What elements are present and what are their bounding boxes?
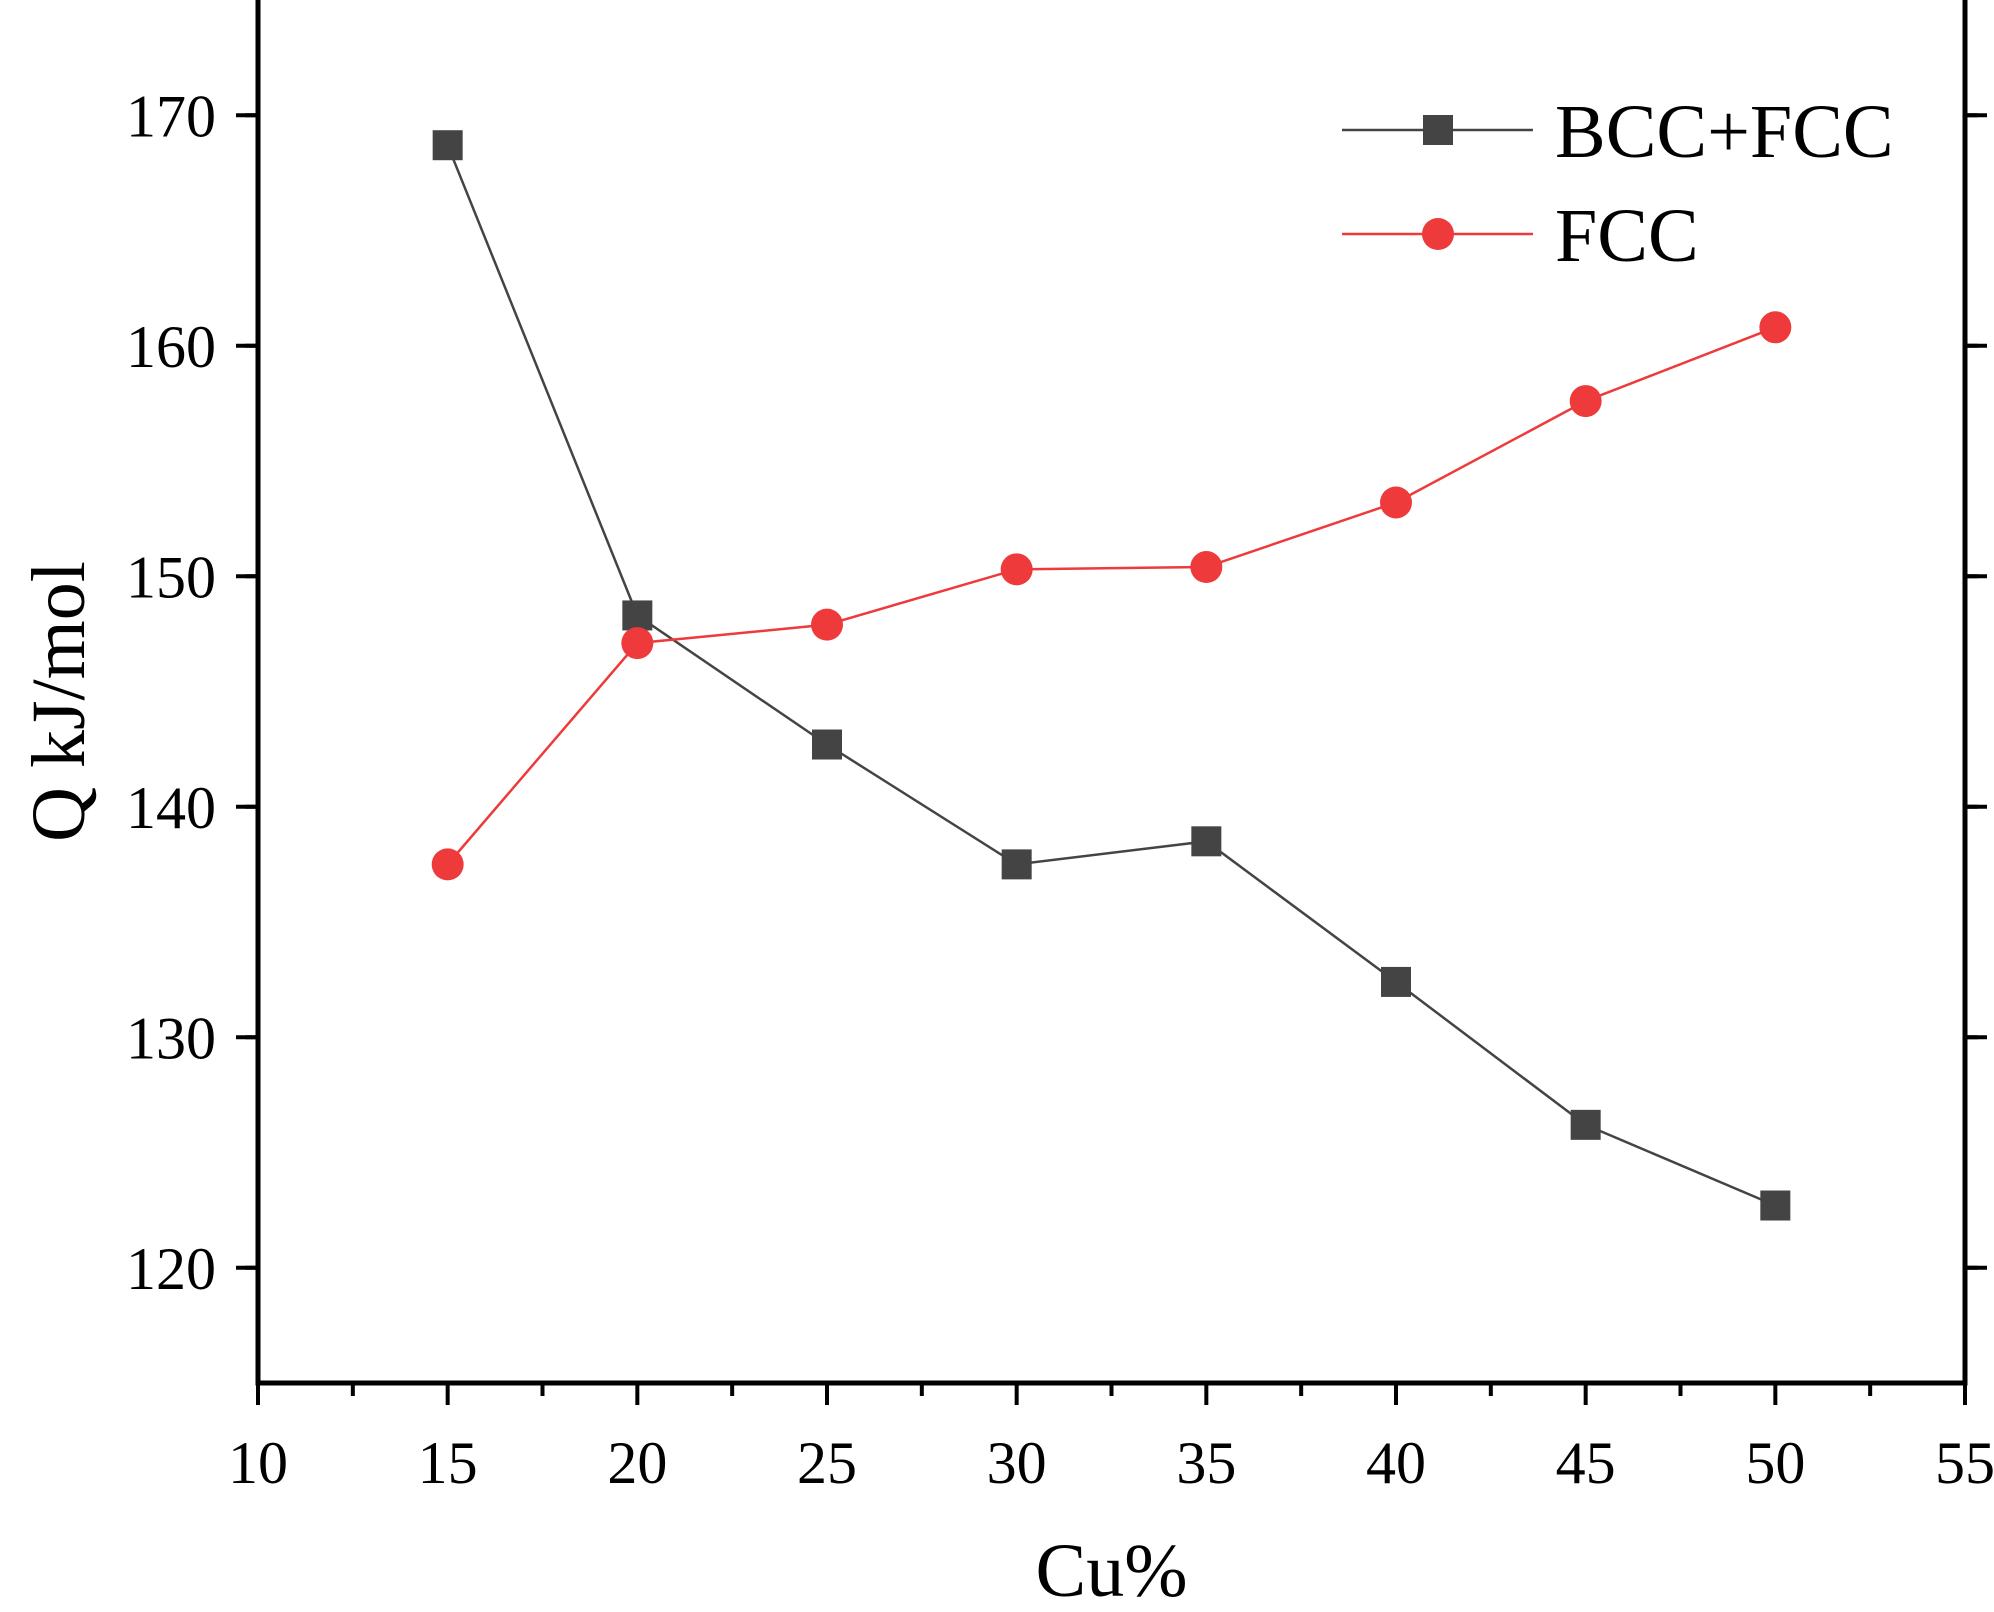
data-point-fcc bbox=[1759, 311, 1792, 344]
data-point-fcc bbox=[621, 627, 654, 660]
data-point-bcc-fcc bbox=[1570, 1109, 1601, 1140]
y-tick-label: 150 bbox=[126, 544, 216, 610]
x-tick-label: 15 bbox=[418, 1430, 478, 1496]
x-tick-label: 35 bbox=[1176, 1430, 1236, 1496]
y-tick-label: 140 bbox=[126, 775, 216, 841]
data-point-fcc bbox=[1569, 385, 1602, 418]
x-tick-label: 55 bbox=[1935, 1430, 1994, 1496]
x-tick-label: 10 bbox=[228, 1430, 288, 1496]
series-line-bcc-fcc bbox=[446, 144, 1776, 1207]
data-point-bcc-fcc bbox=[1760, 1190, 1791, 1221]
tick-labels: 10 15 20 25 30 35 40 45 50 55 120 130 140 150 160 170 bbox=[126, 83, 1994, 1496]
x-tick-label: 50 bbox=[1745, 1430, 1805, 1496]
data-point-bcc-fcc bbox=[1381, 966, 1411, 997]
data-point-bcc-fcc bbox=[432, 130, 463, 161]
legend-marker-bcc-fcc bbox=[1423, 115, 1453, 145]
data-point-fcc bbox=[1380, 486, 1412, 519]
series-layer bbox=[431, 130, 1792, 1221]
data-point-bcc-fcc bbox=[622, 600, 653, 631]
data-point-bcc-fcc bbox=[1191, 826, 1222, 857]
legend-marker-fcc bbox=[1422, 218, 1454, 250]
x-tick-label: 25 bbox=[797, 1430, 857, 1496]
y-tick-label: 120 bbox=[126, 1236, 216, 1302]
legend-item-fcc: FCC bbox=[1342, 194, 1699, 278]
y-tick-label: 170 bbox=[126, 83, 216, 149]
y-tick-label: 160 bbox=[126, 314, 216, 380]
axis-ticks bbox=[236, 113, 1987, 1405]
data-point-fcc bbox=[811, 608, 843, 641]
data-point-fcc bbox=[431, 848, 464, 881]
legend: BCC+FCC FCC bbox=[1342, 90, 1894, 278]
x-axis-title: Cu% bbox=[1036, 1529, 1188, 1612]
plot-frame bbox=[255, 0, 1968, 1386]
x-tick-label: 20 bbox=[607, 1430, 667, 1496]
y-tick-label: 130 bbox=[126, 1005, 216, 1071]
x-tick-label: 40 bbox=[1366, 1430, 1426, 1496]
data-point-bcc-fcc bbox=[1001, 849, 1032, 880]
data-point-fcc bbox=[1190, 551, 1223, 584]
data-point-fcc bbox=[1000, 553, 1033, 586]
series-line-fcc bbox=[446, 326, 1776, 866]
data-point-bcc-fcc bbox=[812, 729, 842, 760]
legend-label-bcc-fcc: BCC+FCC bbox=[1555, 90, 1894, 174]
x-tick-label: 45 bbox=[1556, 1430, 1616, 1496]
legend-label-fcc: FCC bbox=[1555, 194, 1699, 278]
legend-item-bcc-fcc: BCC+FCC bbox=[1342, 90, 1894, 174]
y-axis-title: Q kJ/mol bbox=[17, 561, 101, 842]
x-tick-label: 30 bbox=[987, 1430, 1047, 1496]
